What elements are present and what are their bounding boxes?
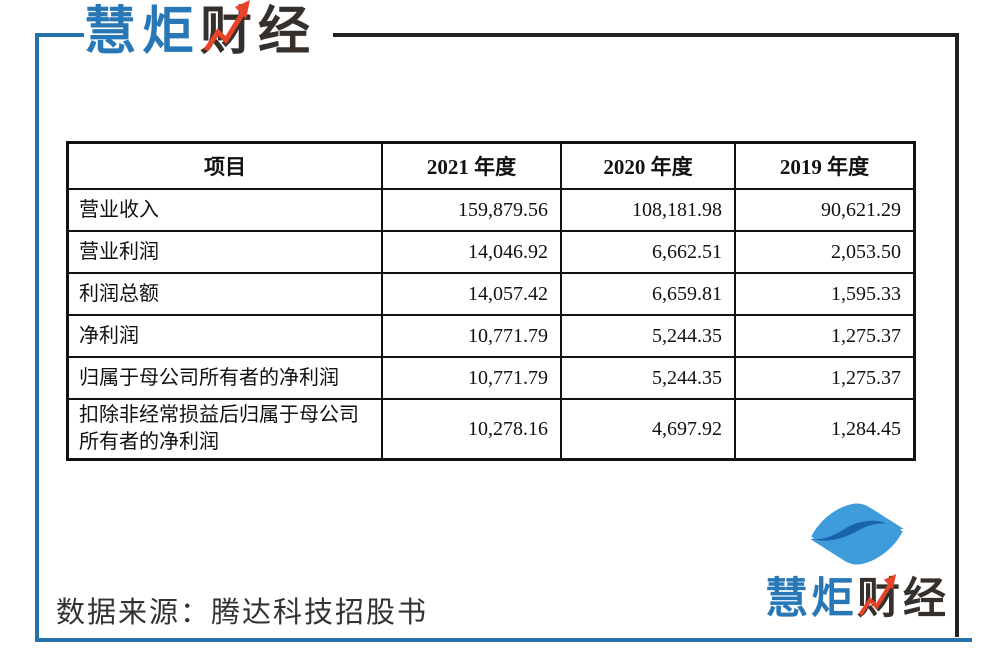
table-row: 归属于母公司所有者的净利润 10,771.79 5,244.35 1,275.3… (69, 358, 913, 400)
row-value-2019: 1,275.37 (831, 366, 901, 389)
frame-right-line (955, 33, 959, 637)
frame-bottom-line (35, 638, 972, 642)
row-value-2021: 10,771.79 (383, 316, 562, 356)
header-item: 项目 (69, 144, 383, 188)
header-2021: 2021 年度 (383, 144, 562, 188)
brand-name-blue: 慧炬 (765, 575, 857, 623)
table-row: 扣除非经常损益后归属于母公司所有者的净利润 10,278.16 4,697.92… (69, 400, 913, 458)
row-value-2021: 159,879.56 (383, 190, 562, 230)
row-value-2020: 6,659.81 (562, 274, 736, 314)
brand-name-dark: 财经 (857, 575, 949, 623)
row-value-2019: 1,284.45 (831, 417, 901, 440)
row-value-2019: 1,595.33 (831, 282, 901, 305)
header-2020: 2020 年度 (562, 144, 736, 188)
frame-top-right-line (333, 33, 959, 37)
frame-left-line (35, 33, 39, 640)
table-row: 营业收入 159,879.56 108,181.98 90,621.29 (69, 190, 913, 232)
table-row: 营业利润 14,046.92 6,662.51 2,053.50 (69, 232, 913, 274)
financial-table: 项目 2021 年度 2020 年度 2019 年度 营业收入 159,879.… (66, 141, 916, 461)
row-value-2020: 5,244.35 (562, 358, 736, 398)
table-header-row: 项目 2021 年度 2020 年度 2019 年度 (69, 144, 913, 190)
header-2019: 2019 年度 (779, 155, 870, 179)
frame-top-left-line (35, 33, 84, 37)
row-value-2020: 108,181.98 (562, 190, 736, 230)
brand-logotype: 慧炬财经 (84, 6, 316, 58)
row-value-2019: 1,275.37 (831, 324, 901, 347)
brand-name-dark: 财经 (200, 3, 317, 61)
row-label: 扣除非经常损益后归属于母公司所有者的净利润 (69, 400, 383, 458)
row-value-2021: 10,278.16 (383, 400, 562, 458)
row-label: 营业收入 (69, 190, 383, 230)
row-value-2021: 14,057.42 (383, 274, 562, 314)
table-row: 利润总额 14,057.42 6,659.81 1,595.33 (69, 274, 913, 316)
brand-logo-bottom: 慧炬财经 (752, 498, 962, 621)
table-row: 净利润 10,771.79 5,244.35 1,275.37 (69, 316, 913, 358)
row-label: 净利润 (69, 316, 383, 356)
row-value-2020: 4,697.92 (562, 400, 736, 458)
row-value-2020: 5,244.35 (562, 316, 736, 356)
row-value-2021: 10,771.79 (383, 358, 562, 398)
row-label: 归属于母公司所有者的净利润 (69, 358, 383, 398)
row-value-2021: 14,046.92 (383, 232, 562, 272)
brand-logo-top: 慧炬财经 (84, 0, 316, 62)
row-label: 营业利润 (69, 232, 383, 272)
brand-logotype: 慧炬财经 (765, 574, 949, 623)
brand-name-blue: 慧炬 (84, 3, 201, 61)
row-label: 利润总额 (69, 274, 383, 314)
row-value-2020: 6,662.51 (562, 232, 736, 272)
row-value-2019: 2,053.50 (831, 240, 901, 263)
double-swoosh-diamond-icon (809, 503, 905, 565)
row-value-2019: 90,621.29 (821, 198, 901, 221)
data-source-text: 数据来源：腾达科技招股书 (56, 597, 429, 629)
